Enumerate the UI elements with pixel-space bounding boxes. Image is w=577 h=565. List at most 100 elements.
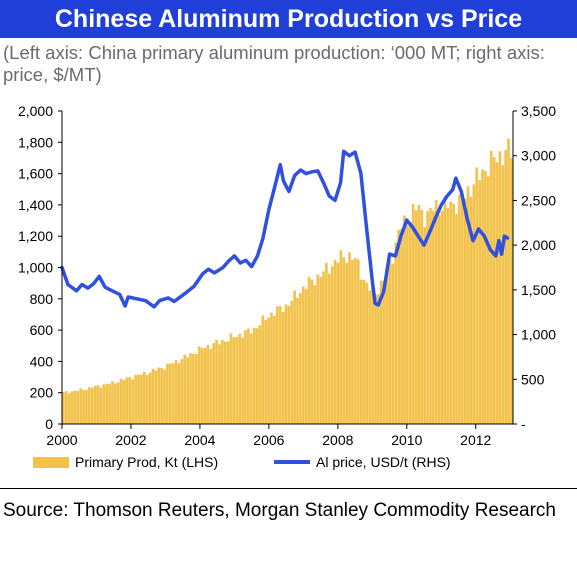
production-bar xyxy=(163,369,166,424)
production-bar xyxy=(319,277,322,424)
production-bar xyxy=(420,209,424,424)
production-bar xyxy=(382,280,386,424)
production-bar xyxy=(432,210,435,424)
production-bar xyxy=(446,208,450,424)
production-bar xyxy=(241,337,244,424)
x-axis-label: 2004 xyxy=(184,432,215,448)
production-bar xyxy=(180,359,184,424)
production-bar xyxy=(218,344,221,424)
production-bar xyxy=(368,290,372,424)
production-bar xyxy=(137,374,140,424)
production-bar xyxy=(443,196,447,424)
production-bar xyxy=(192,353,195,424)
production-bar xyxy=(486,176,490,424)
production-bar xyxy=(345,262,348,424)
production-bar xyxy=(356,259,360,424)
production-bar xyxy=(481,169,484,424)
production-bar xyxy=(215,339,218,424)
production-bar xyxy=(411,203,415,424)
production-bar xyxy=(125,377,129,424)
chart-subtitle: (Left axis: China primary aluminum produ… xyxy=(3,42,545,85)
production-bar xyxy=(171,363,175,424)
production-bar xyxy=(353,257,357,424)
left-axis-label: 1,800 xyxy=(18,134,53,150)
production-bar xyxy=(62,391,65,424)
production-bar xyxy=(93,385,97,424)
production-bar xyxy=(498,151,502,424)
production-bar xyxy=(73,390,77,424)
production-bar xyxy=(339,250,343,424)
production-bar xyxy=(325,262,328,424)
production-bar xyxy=(301,286,305,424)
production-bar xyxy=(174,360,178,424)
production-bar xyxy=(221,339,224,424)
right-axis-label: 2,500 xyxy=(521,192,556,208)
production-bar xyxy=(157,367,161,424)
production-bar xyxy=(85,389,88,424)
x-axis-label: 2008 xyxy=(322,432,353,448)
production-bar xyxy=(212,343,215,424)
left-axis-label: 200 xyxy=(30,385,54,401)
x-axis-label: 2012 xyxy=(460,432,491,448)
legend-label-bars: Primary Prod, Kt (LHS) xyxy=(75,454,218,470)
production-bar xyxy=(510,157,513,425)
production-bar xyxy=(307,277,311,424)
left-axis-label: 1,400 xyxy=(18,197,53,213)
production-bar xyxy=(330,266,334,424)
production-bar xyxy=(287,305,291,424)
production-bar xyxy=(429,207,432,424)
production-bar xyxy=(466,186,470,424)
production-bar xyxy=(371,286,374,424)
production-bar xyxy=(296,297,299,424)
production-bar xyxy=(261,315,265,424)
production-bar xyxy=(359,279,363,424)
production-bar xyxy=(166,363,169,424)
production-bar xyxy=(200,348,204,424)
production-bar xyxy=(67,393,71,424)
production-bar xyxy=(281,311,285,424)
production-bar xyxy=(114,383,117,424)
production-bar xyxy=(504,150,507,424)
production-bar xyxy=(304,288,308,424)
production-bar xyxy=(414,210,418,424)
production-bar xyxy=(333,259,337,424)
legend: Primary Prod, Kt (LHS) Al price, USD/t (R… xyxy=(33,454,451,470)
price-line xyxy=(60,149,510,309)
production-bar xyxy=(452,203,455,424)
production-bar xyxy=(134,374,137,424)
legend-swatch-bars xyxy=(33,457,69,468)
production-bar xyxy=(440,210,444,424)
production-bar xyxy=(96,385,100,424)
production-bar xyxy=(232,337,236,424)
production-bar xyxy=(197,346,201,424)
production-bar xyxy=(455,213,458,424)
left-axis-label: 0 xyxy=(45,416,53,432)
production-bar xyxy=(223,341,227,424)
chart: 0 200 400 600 800 1,000 1,200 1,400 1,600 1,800 2,… xyxy=(18,103,556,470)
production-bar xyxy=(380,280,383,424)
production-bar xyxy=(244,330,247,424)
production-bar xyxy=(252,327,256,424)
production-bar xyxy=(140,374,143,424)
production-bar xyxy=(105,383,109,424)
production-bar xyxy=(434,200,438,424)
production-bar xyxy=(264,320,268,424)
production-bar xyxy=(391,263,395,424)
x-axis-label: 2000 xyxy=(46,432,77,448)
left-axis-label: 1,200 xyxy=(18,228,53,244)
production-bar xyxy=(79,388,83,424)
production-bar xyxy=(108,383,111,424)
production-bar xyxy=(342,257,346,424)
production-bar xyxy=(351,260,354,424)
production-bar xyxy=(417,204,421,424)
production-bar xyxy=(327,273,331,424)
production-bar xyxy=(99,387,103,424)
legend-label-line: Al price, USD/t (RHS) xyxy=(316,454,451,470)
production-bar xyxy=(160,367,163,424)
production-bar xyxy=(458,194,461,424)
right-axis-label: 2,000 xyxy=(521,237,556,253)
production-bar xyxy=(142,371,146,424)
production-bar xyxy=(469,197,473,424)
production-bar xyxy=(177,363,181,424)
left-axis-label: 800 xyxy=(30,291,54,307)
